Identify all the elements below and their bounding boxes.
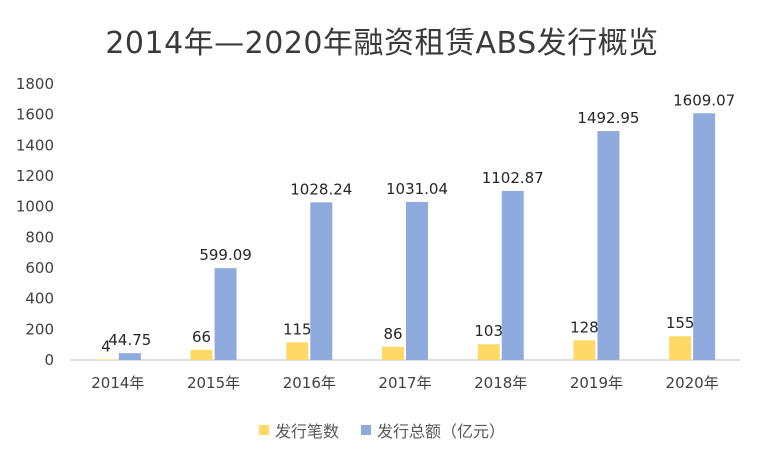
- x-tick-label: 2016年: [283, 374, 336, 392]
- bar-count: [669, 336, 692, 360]
- y-tick-label: 1800: [16, 75, 54, 93]
- x-tick-label: 2014年: [91, 374, 144, 392]
- y-tick-label: 200: [25, 320, 54, 338]
- bar-count: [573, 340, 596, 360]
- x-tick-label: 2015年: [187, 374, 240, 392]
- bar-count: [477, 344, 500, 360]
- legend-item-total: 发行总额（亿元）: [361, 418, 505, 442]
- data-label-count: 103: [474, 322, 503, 340]
- x-tick-label: 2019年: [570, 374, 623, 392]
- x-tick-label: 2020年: [666, 374, 719, 392]
- y-tick-label: 1400: [16, 136, 54, 154]
- legend: 发行笔数 发行总额（亿元）: [0, 418, 764, 442]
- data-label-count: 4: [101, 337, 111, 355]
- data-label-count: 155: [666, 314, 695, 332]
- bar-count: [382, 346, 404, 360]
- bar-count: [286, 342, 309, 360]
- legend-swatch-total: [361, 425, 371, 435]
- data-label-total: 1102.87: [482, 169, 544, 187]
- bar-total: [693, 113, 716, 360]
- data-label-total: 1028.24: [290, 180, 352, 198]
- bar-total: [214, 268, 237, 360]
- y-tick-label: 800: [25, 228, 54, 246]
- bar-total: [597, 131, 620, 360]
- y-tick-label: 1000: [16, 198, 54, 216]
- data-label-count: 115: [283, 320, 312, 338]
- bar-total: [501, 190, 524, 360]
- chart-title: 2014年—2020年融资租赁ABS发行概览: [105, 26, 659, 61]
- x-tick-label: 2018年: [474, 374, 527, 392]
- y-tick-label: 400: [25, 290, 54, 308]
- legend-label-total: 发行总额（亿元）: [377, 422, 506, 441]
- data-label-total: 599.09: [199, 246, 252, 264]
- bar-total: [118, 353, 141, 360]
- bar-count: [94, 359, 117, 360]
- y-tick-label: 600: [25, 259, 54, 277]
- data-label-total: 1031.04: [386, 180, 448, 198]
- data-label-count: 128: [570, 318, 599, 336]
- legend-label-count: 发行笔数: [274, 422, 339, 441]
- data-label-total: 1492.95: [577, 109, 639, 127]
- legend-item-count: 发行笔数: [258, 418, 339, 442]
- bar-count: [190, 349, 213, 360]
- legend-swatch-count: [258, 425, 269, 435]
- x-tick-label: 2017年: [378, 374, 431, 392]
- data-label-total: 44.75: [108, 331, 151, 349]
- y-tick-label: 1600: [16, 106, 54, 124]
- bar-total: [310, 202, 333, 360]
- data-label-total: 1609.07: [673, 91, 735, 109]
- y-tick-label: 1200: [16, 167, 54, 185]
- bar-total: [406, 201, 428, 360]
- y-tick-label: 0: [44, 351, 54, 369]
- data-label-count: 66: [192, 328, 211, 346]
- data-label-count: 86: [383, 325, 402, 343]
